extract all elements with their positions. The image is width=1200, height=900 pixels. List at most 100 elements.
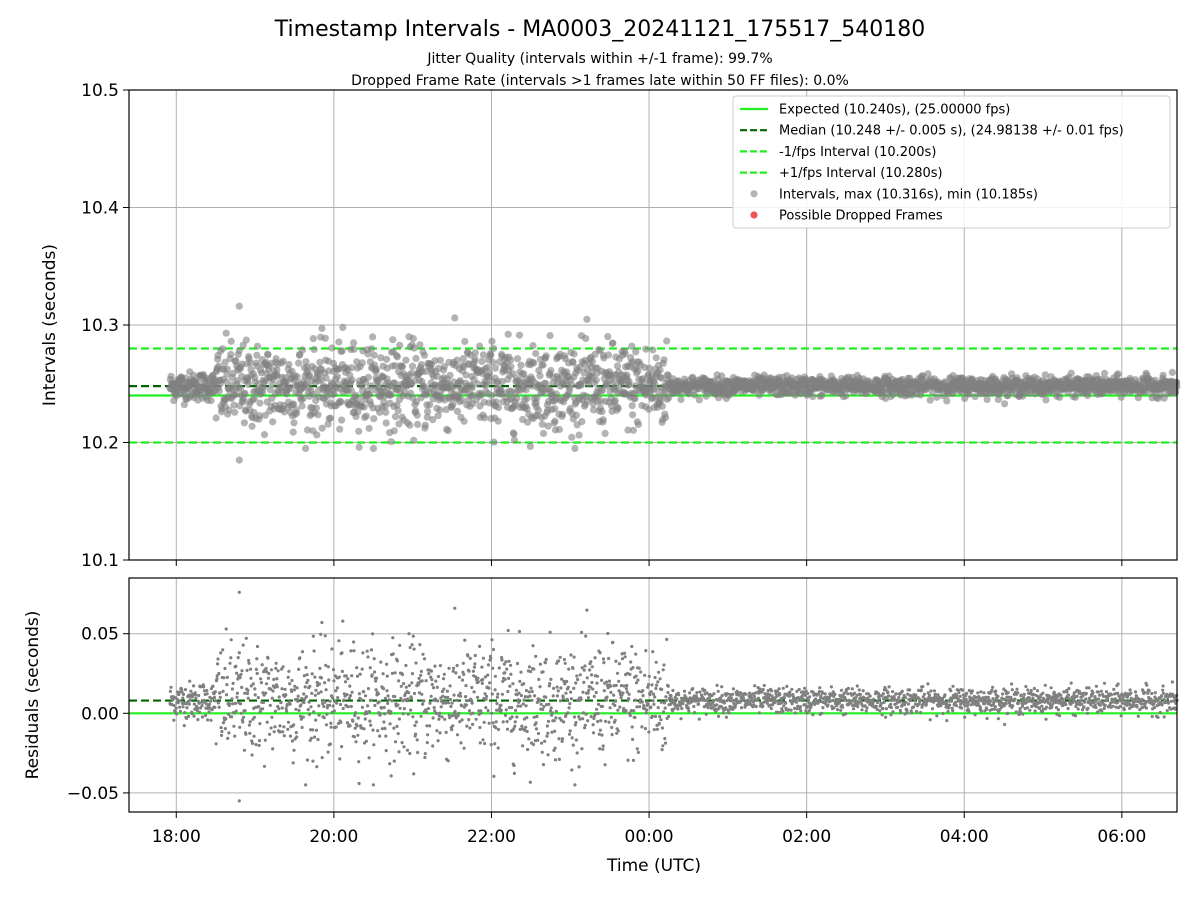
residual-point: [480, 681, 484, 686]
residual-point: [627, 697, 631, 701]
residual-point: [512, 771, 517, 776]
interval-point: [661, 413, 670, 422]
residual-point: [894, 692, 898, 696]
residual-point: [647, 674, 651, 678]
residual-point: [192, 714, 196, 718]
residual-point: [579, 697, 583, 702]
interval-point: [424, 407, 432, 415]
interval-point: [658, 402, 667, 410]
residual-point: [594, 690, 598, 695]
residual-point: [250, 741, 255, 746]
residual-point: [1028, 708, 1032, 712]
residual-point: [666, 684, 670, 688]
residual-point: [542, 704, 546, 709]
residual-point: [453, 709, 457, 714]
residual-point: [350, 674, 354, 678]
residual-point: [470, 701, 474, 705]
residual-point: [350, 690, 354, 694]
residual-point: [553, 729, 557, 733]
residual-point: [436, 739, 440, 743]
residual-point: [642, 704, 646, 708]
residual-point: [692, 704, 696, 709]
residual-point: [472, 665, 477, 669]
interval-point: [459, 355, 467, 363]
interval-point: [335, 338, 343, 346]
residual-point: [346, 705, 350, 709]
residual-point: [527, 737, 531, 741]
interval-point: [486, 369, 494, 377]
interval-point: [476, 342, 484, 350]
residual-point: [239, 672, 243, 677]
residual-point: [900, 689, 904, 693]
interval-point: [534, 406, 543, 414]
interval-point: [387, 438, 395, 446]
interval-point: [507, 363, 515, 371]
interval-point: [236, 384, 245, 393]
interval-point: [484, 363, 492, 371]
residual-point: [217, 705, 221, 709]
residual-point: [284, 693, 288, 697]
residual-point: [531, 644, 535, 648]
interval-point: [393, 401, 401, 409]
residual-point: [438, 731, 442, 735]
residual-point: [408, 751, 412, 756]
residual-point: [431, 686, 436, 690]
interval-point: [513, 394, 521, 402]
residual-point: [206, 718, 210, 722]
residual-point: [258, 722, 262, 726]
residual-point: [178, 699, 182, 703]
residual-point: [607, 720, 611, 724]
residual-point: [1011, 704, 1015, 708]
residual-point: [832, 706, 836, 710]
residual-point: [361, 651, 365, 655]
residual-point: [889, 702, 893, 706]
residual-point: [989, 699, 993, 703]
residual-point: [494, 726, 498, 730]
residual-point: [777, 687, 781, 691]
residual-point: [481, 738, 485, 742]
residual-point: [259, 681, 263, 685]
residual-point: [580, 747, 584, 751]
residual-point: [582, 668, 586, 672]
residual-point: [263, 738, 267, 742]
residual-point: [352, 735, 356, 739]
residual-point: [446, 695, 450, 700]
residual-point: [688, 691, 692, 695]
interval-point: [391, 362, 399, 370]
residual-point: [450, 714, 454, 718]
residual-point: [187, 702, 191, 706]
residual-point: [378, 734, 382, 738]
residual-point: [452, 666, 456, 670]
residual-point: [422, 699, 426, 703]
residual-point: [356, 733, 360, 737]
residual-point: [409, 708, 413, 712]
top-ytick-label: 10.3: [81, 316, 119, 336]
residual-point: [366, 687, 370, 691]
residual-point: [450, 701, 454, 705]
residual-point: [1026, 688, 1030, 692]
residual-point: [426, 707, 430, 711]
residual-point: [365, 649, 369, 653]
interval-point: [1041, 371, 1049, 379]
residual-point: [557, 757, 562, 762]
interval-point: [444, 427, 452, 435]
residual-point: [658, 715, 662, 719]
residual-point: [253, 693, 257, 697]
residual-point: [448, 716, 452, 720]
residual-point: [236, 656, 240, 660]
interval-point: [259, 383, 267, 392]
residual-point: [1044, 705, 1048, 709]
residual-point: [395, 659, 399, 663]
interval-point: [416, 341, 424, 349]
residual-point: [451, 669, 455, 673]
residual-point: [342, 698, 346, 702]
residual-point: [570, 736, 574, 740]
residual-point: [662, 710, 666, 714]
residual-point: [891, 690, 895, 694]
residual-point: [770, 689, 774, 693]
residual-point: [555, 685, 559, 689]
residual-point: [574, 738, 579, 742]
residual-point: [447, 701, 451, 705]
interval-point: [523, 405, 531, 413]
residual-point: [679, 717, 683, 721]
